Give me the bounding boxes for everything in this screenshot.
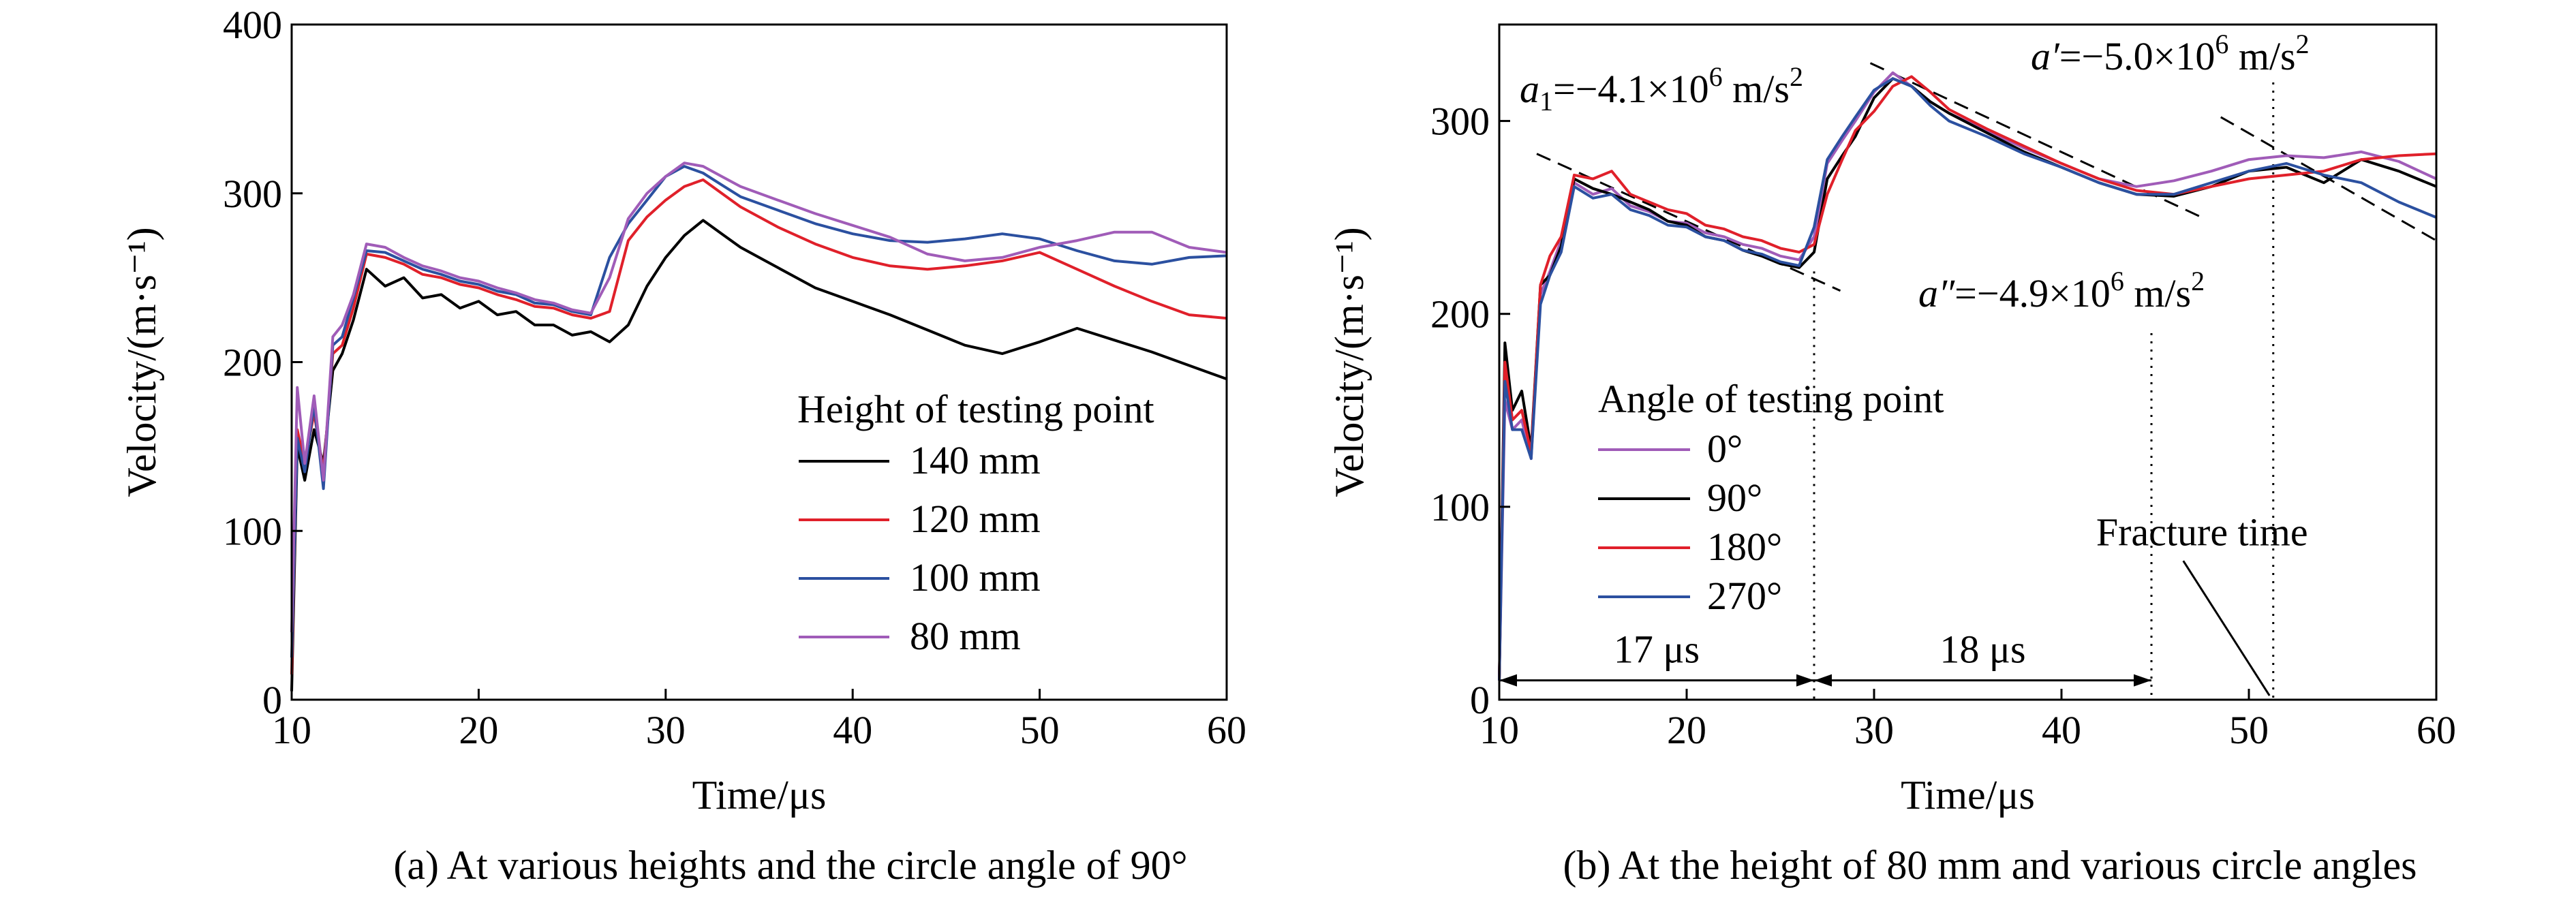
panel-a-legend-label-2: 100 mm [910,555,1041,600]
annotation-a1-subscript: 1 [1539,86,1553,117]
panel-a-x-tick-label-2: 30 [646,708,686,752]
panel-b-x-tick-label-1: 20 [1667,708,1706,752]
interval-label-2: 18 μs [1939,627,2025,672]
panel-a-x-tick-label-4: 50 [1020,708,1060,752]
fracture-pointer [2182,560,2271,696]
panel-a-legend-label-0: 140 mm [910,438,1041,482]
panel-a-series [290,161,1227,692]
panel-b-series-line-3 [1498,77,2437,681]
panel-b-y-tick-label-1: 100 [1430,485,1490,529]
panel-a-x-tick-label-5: 60 [1207,708,1246,752]
panel-a-x-tick-label-3: 40 [833,708,872,752]
panel-b-y-tick-label-2: 200 [1430,292,1490,337]
panel-a-series-line-3 [290,161,1227,632]
panel-b-x-tick-label-5: 60 [2417,708,2456,752]
annotation-a-double-prime: a″=−4.9×106 m/s2 [1918,266,2205,315]
annotation-a1: a1=−4.1×106 m/s2 [1520,61,1803,117]
panel-b-y-tick-label-3: 300 [1430,99,1490,144]
annotation-a-prime-symbol: a′ [2031,34,2060,78]
panel-b-caption: (b) At the height of 80 mm and various c… [1563,843,2417,888]
panel-b-x-axis-title: Time/μs [1901,773,2035,818]
interval-arrowhead-right-0 [1796,674,1814,687]
panel-a-series-line-1 [290,178,1227,674]
panel-a-x-tick-label-1: 20 [459,708,498,752]
panel-b-legend-label-0: 0° [1707,426,1743,471]
panel-a-caption: (a) At various heights and the circle an… [393,843,1187,888]
panel-a-y-tick-label-0: 0 [262,678,282,722]
panel-b-legend-label-2: 180° [1707,525,1782,569]
interval-label-1: 17 μs [1614,627,1700,672]
panel-b-legend-label-1: 90° [1707,476,1762,520]
panel-b-x-tick-label-0: 10 [1479,708,1519,752]
panel-a-ticks: 10 20 30 40 50 60 0 100 200 300 400 [223,3,1246,752]
panel-a-series-line-0 [290,219,1227,692]
annotation-a-double-prime-value: =−4.9×10 [1954,271,2111,315]
annotation-a1-unit-exponent: 2 [1790,61,1803,92]
annotation-a-prime-exponent: 6 [2215,29,2228,59]
panel-b-x-tick-label-4: 50 [2229,708,2269,752]
annotation-a-prime-unit: m/s [2228,34,2295,78]
panel-a-y-tick-label-3: 300 [223,172,282,216]
panel-b-legend-label-3: 270° [1707,574,1782,618]
annotation-a1-unit: m/s [1723,67,1790,111]
annotation-a1-value: =−4.1×10 [1553,67,1709,111]
panel-b: 10 20 30 40 50 60 0 100 200 300 Time/μs Velocity/… [1327,23,2456,888]
panel-b-y-axis-title: Velocity/(m·s⁻¹) [1327,227,1372,497]
annotation-a-prime-value: =−5.0×10 [2059,34,2215,78]
annotation-a-double-prime-unit: m/s [2124,271,2191,315]
panel-a-legend-label-1: 120 mm [910,497,1041,541]
annotation-a-double-prime-unit-exponent: 2 [2191,266,2205,296]
panel-a-y-tick-label-2: 200 [223,341,282,385]
panel-a-legend: 140 mm 120 mm 100 mm 80 mm [799,438,1041,658]
panel-a-legend-title: Height of testing point [797,387,1154,431]
annotation-a-double-prime-exponent: 6 [2111,266,2124,296]
panel-a-y-tick-label-1: 100 [223,509,282,553]
annotation-a1-exponent: 6 [1709,61,1723,92]
panel-a-x-axis-title: Time/μs [692,773,827,818]
panel-b-x-tick-label-2: 30 [1854,708,1894,752]
fracture-time-label: Fracture time [2096,510,2308,554]
annotation-a1-symbol: a [1520,67,1539,111]
panel-b-x-tick-label-3: 40 [2042,708,2081,752]
panel-b-plot-frame [1498,23,2438,701]
panel-a-plot-frame [290,23,1228,701]
panel-a-y-tick-label-4: 400 [223,3,282,47]
panel-b-legend: 0° 90° 180° 270° [1598,426,1782,618]
annotation-a-double-prime-symbol: a″ [1918,271,1955,315]
panel-b-legend-title: Angle of testing point [1598,377,1944,421]
panel-b-ticks: 10 20 30 40 50 60 0 100 200 300 [1430,99,2456,752]
panel-b-y-tick-label-0: 0 [1470,678,1490,722]
panel-a-series-line-2 [290,165,1227,658]
panel-a: 10 20 30 40 50 60 0 100 200 300 400 Time/μs Veloci… [119,3,1246,888]
annotation-a-prime: a′=−5.0×106 m/s2 [2031,29,2310,78]
panel-a-x-tick-label-0: 10 [272,708,311,752]
interval-arrowhead-left-0 [1499,674,1517,687]
annotation-a-prime-unit-exponent: 2 [2296,29,2310,59]
panel-b-series [1498,71,2437,681]
panel-a-legend-label-3: 80 mm [910,614,1021,658]
slope-line-a1 [1536,153,1841,292]
interval-arrowhead-left-1 [1814,674,1832,687]
panel-a-y-axis-title: Velocity/(m·s⁻¹) [119,227,164,497]
interval-arrowhead-right-1 [2134,674,2151,687]
